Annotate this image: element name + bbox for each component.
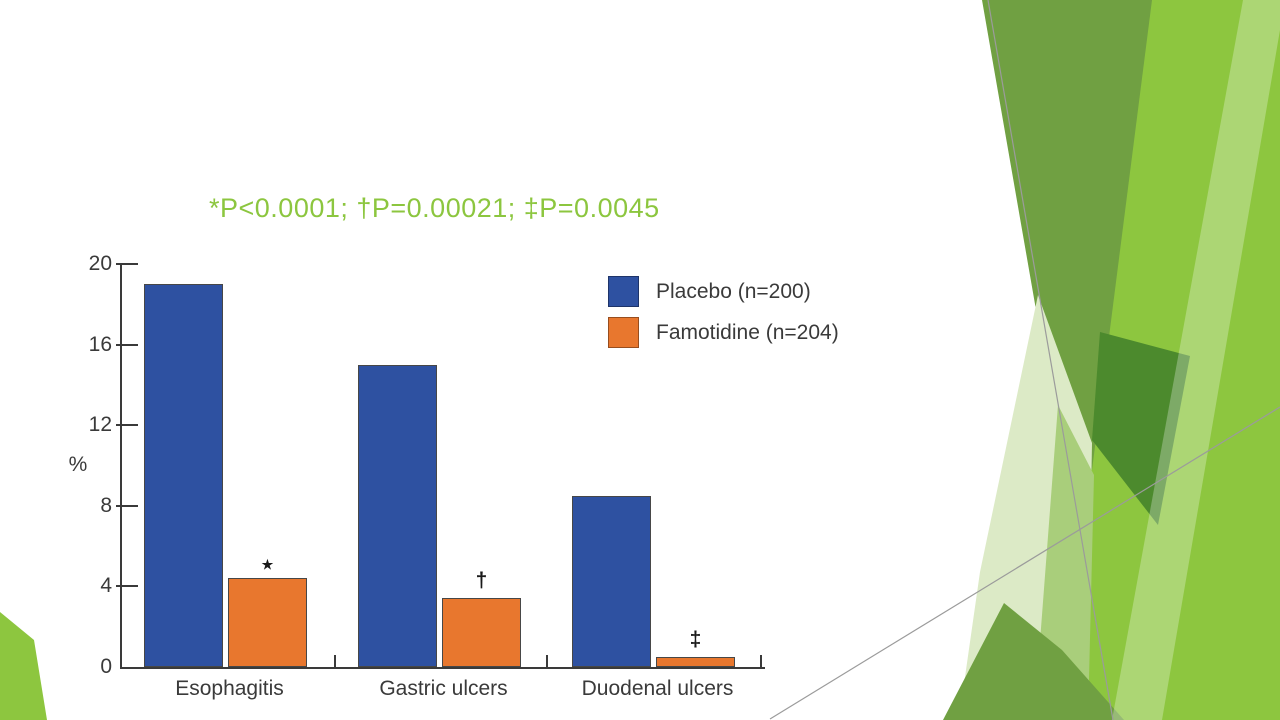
- facet-bottom-wedge: [943, 603, 1124, 720]
- y-tick-mark: [116, 504, 138, 507]
- x-axis-line: [120, 667, 765, 669]
- legend-label: Placebo (n=200): [656, 279, 811, 303]
- x-tick-mark: [334, 655, 336, 668]
- bar-famotidine-3: [656, 656, 735, 667]
- y-tick-mark: [116, 585, 138, 588]
- y-axis-line: [120, 264, 122, 669]
- bar-placebo-2: [358, 364, 437, 667]
- x-category-label: Gastric ulcers: [379, 677, 508, 700]
- thin-diagonal-line-1: [987, 0, 1114, 720]
- legend-swatch: [608, 276, 639, 307]
- y-tick-label: 16: [88, 332, 112, 356]
- significance-marker: ‡: [689, 627, 702, 651]
- legend-item: Placebo (n=200): [608, 276, 839, 307]
- y-tick-label: 4: [100, 574, 112, 598]
- y-tick-mark: [116, 343, 138, 346]
- x-category-label: Duodenal ulcers: [581, 677, 734, 700]
- bar-placebo-1: [144, 284, 223, 667]
- facet-highlight-band: [1112, 0, 1280, 720]
- x-category-label: Esophagitis: [175, 677, 284, 700]
- thin-diagonal-line-2: [769, 406, 1280, 720]
- significance-marker: †: [475, 569, 488, 593]
- right-facet-shapes: [769, 0, 1280, 720]
- x-tick-mark: [760, 655, 762, 668]
- significance-marker: ★: [261, 557, 274, 573]
- bar-placebo-3: [572, 495, 651, 667]
- bottom-left-corner-triangle: [0, 612, 47, 720]
- legend-item: Famotidine (n=204): [608, 317, 839, 348]
- bar-famotidine-2: [442, 598, 521, 667]
- y-tick-mark: [116, 263, 138, 265]
- bar-famotidine-1: [228, 578, 307, 667]
- facet-medium-wedge: [982, 0, 1152, 470]
- legend: Placebo (n=200) Famotidine (n=204): [608, 276, 839, 358]
- p-value-annotation: *P<0.0001; †P=0.00021; ‡P=0.0045: [209, 193, 660, 223]
- y-tick-label: 0: [100, 655, 112, 678]
- y-tick-mark: [116, 424, 138, 427]
- x-tick-mark: [546, 655, 548, 668]
- y-tick-label: 8: [100, 493, 112, 517]
- legend-label: Famotidine (n=204): [656, 320, 839, 344]
- y-axis-title: %: [68, 453, 88, 476]
- y-tick-label: 20: [88, 252, 112, 275]
- legend-swatch: [608, 317, 639, 348]
- y-tick-label: 12: [88, 413, 112, 437]
